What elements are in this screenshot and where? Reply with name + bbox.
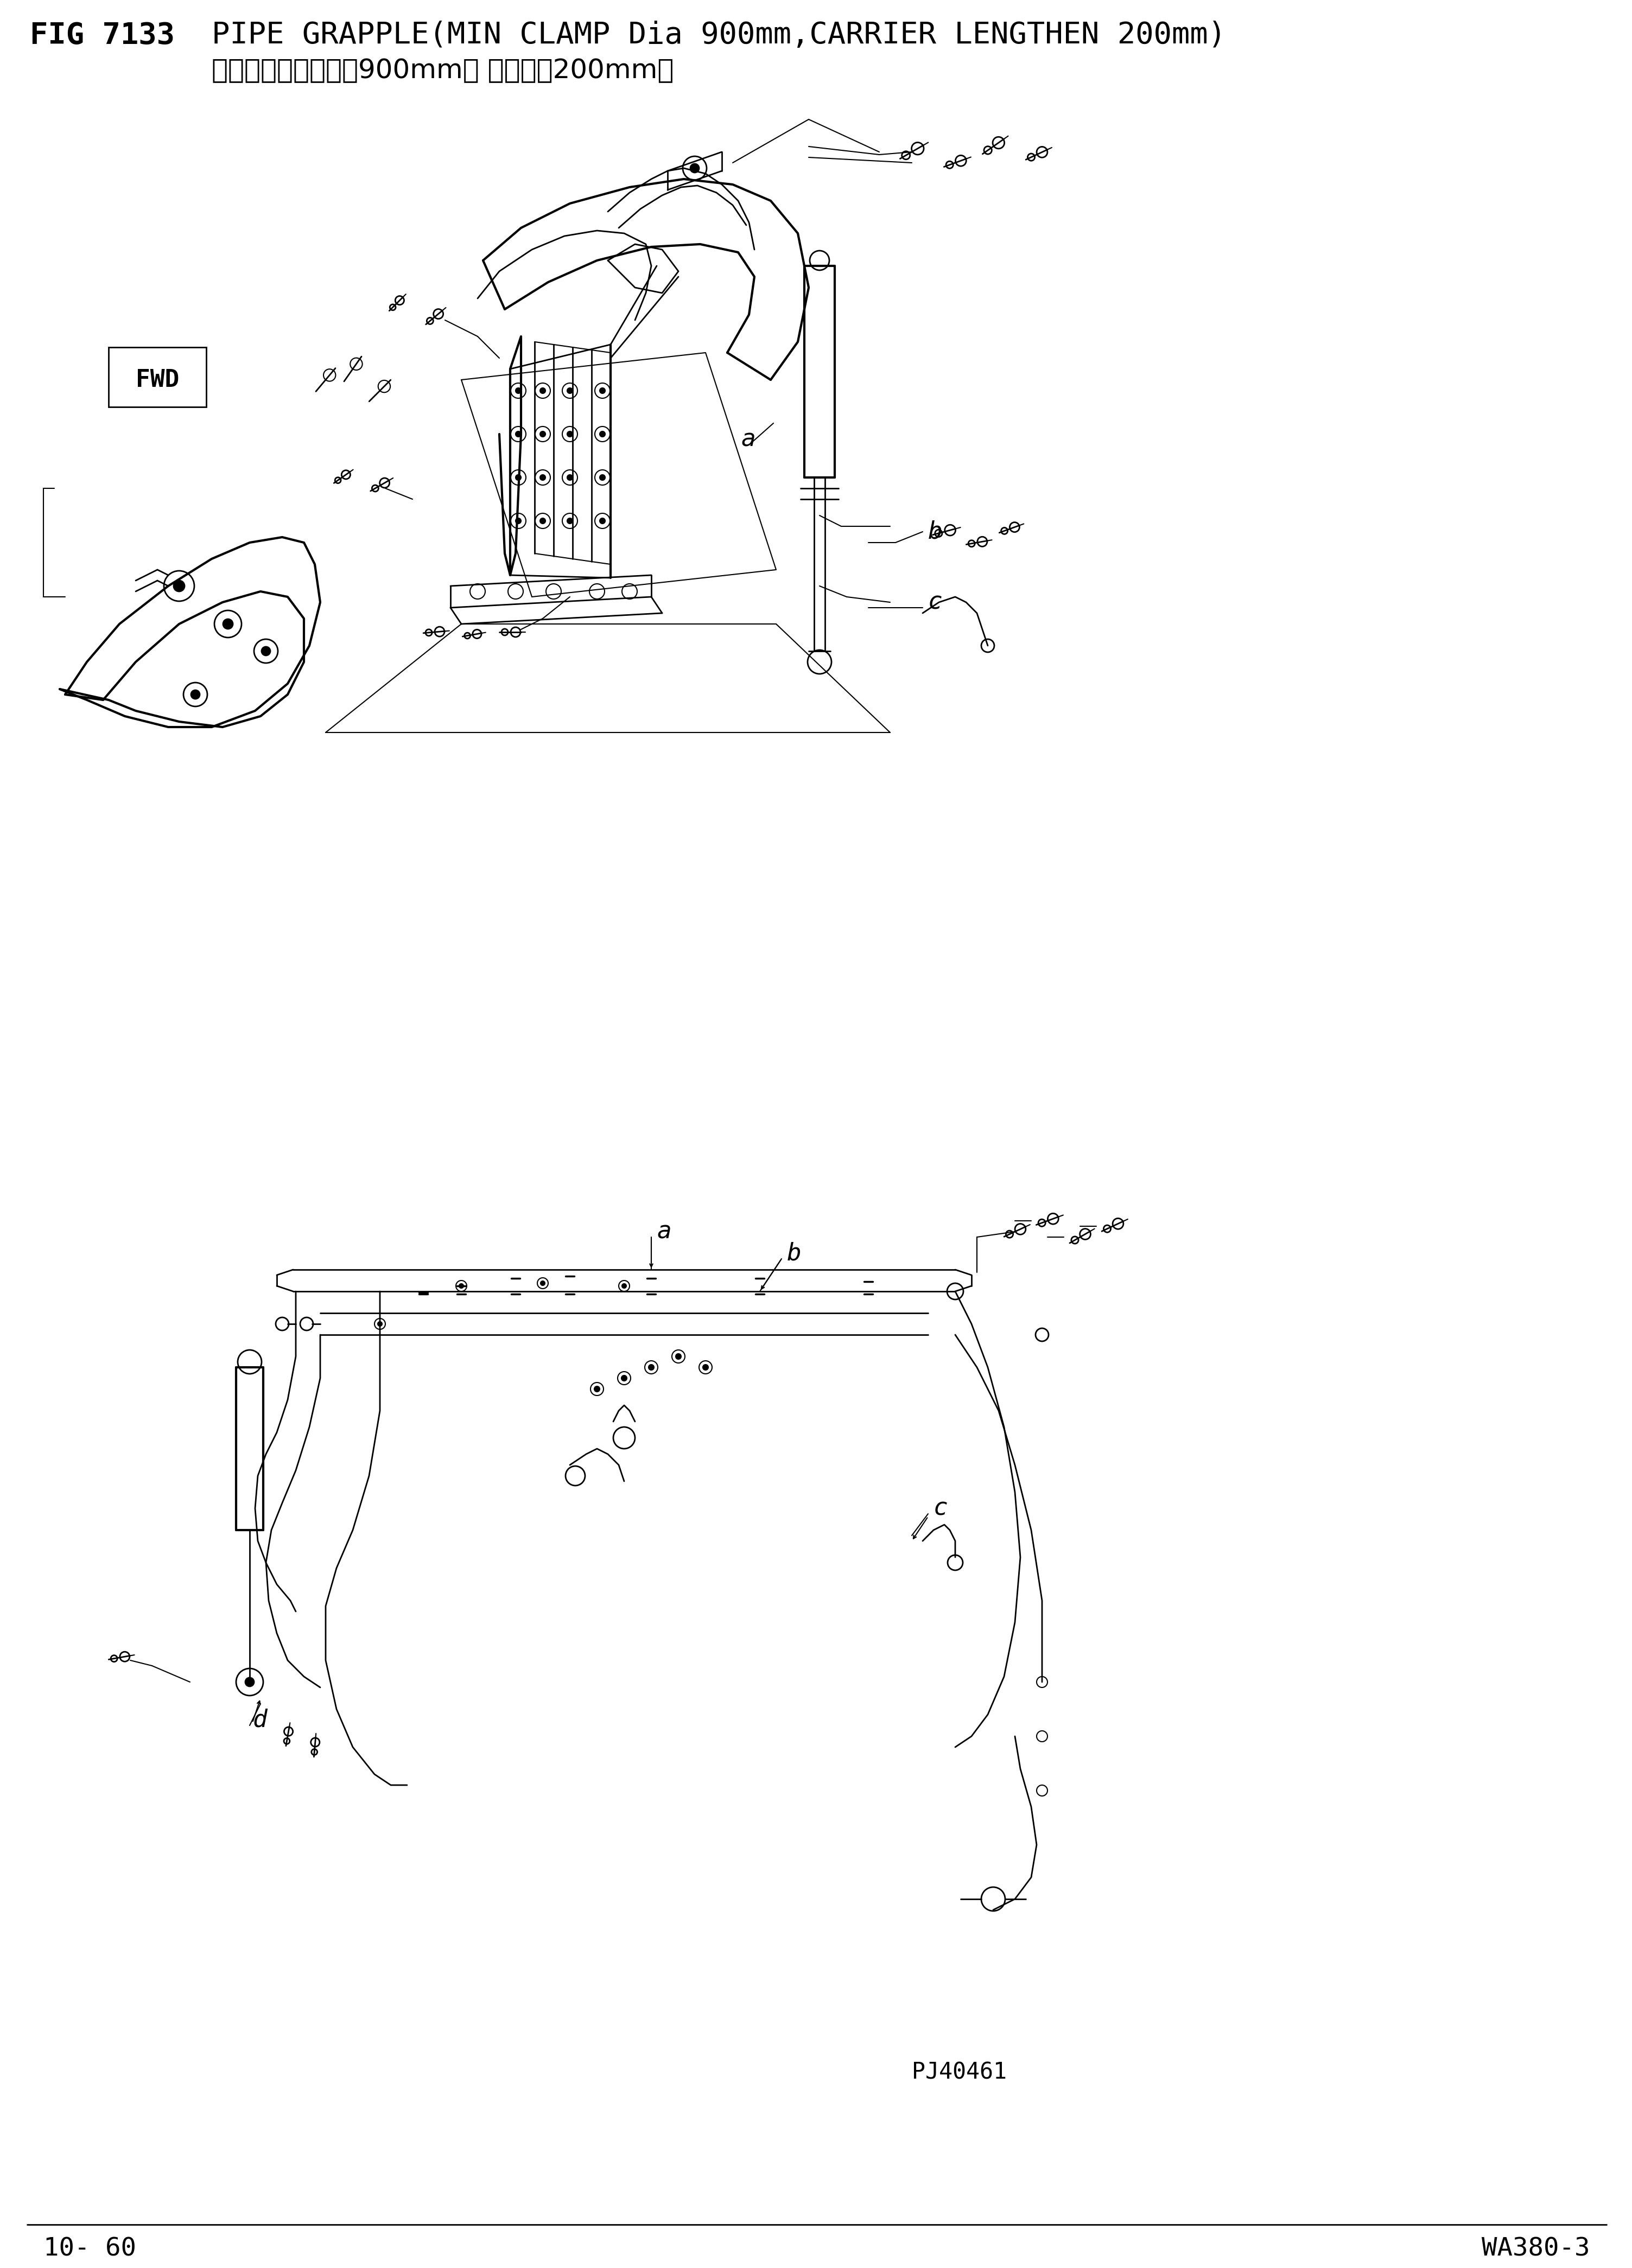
Circle shape bbox=[516, 474, 521, 481]
Text: d: d bbox=[253, 1708, 268, 1733]
Circle shape bbox=[224, 619, 233, 628]
Text: PIPE GRAPPLE(MIN CLAMP Dia 900mm,CARRIER LENGTHEN 200mm): PIPE GRAPPLE(MIN CLAMP Dia 900mm,CARRIER… bbox=[212, 20, 1226, 50]
Text: 鈢管抓具（包容直径900mm， 下爪加长200mm）: 鈢管抓具（包容直径900mm， 下爪加长200mm） bbox=[212, 57, 674, 84]
Circle shape bbox=[599, 388, 605, 392]
Circle shape bbox=[935, 531, 942, 538]
Circle shape bbox=[599, 431, 605, 438]
Circle shape bbox=[568, 517, 573, 524]
Circle shape bbox=[568, 431, 573, 438]
Circle shape bbox=[622, 1284, 627, 1288]
Circle shape bbox=[516, 388, 521, 392]
Circle shape bbox=[594, 1386, 599, 1393]
Circle shape bbox=[501, 628, 508, 635]
Text: FWD: FWD bbox=[135, 367, 180, 392]
Circle shape bbox=[648, 1365, 654, 1370]
Circle shape bbox=[599, 517, 605, 524]
Circle shape bbox=[540, 431, 545, 438]
Text: 10- 60: 10- 60 bbox=[44, 2236, 135, 2261]
Circle shape bbox=[245, 1678, 255, 1687]
Text: a: a bbox=[656, 1220, 671, 1243]
Circle shape bbox=[599, 474, 605, 481]
Circle shape bbox=[947, 161, 953, 168]
Circle shape bbox=[191, 689, 199, 699]
Circle shape bbox=[1038, 1220, 1046, 1227]
Circle shape bbox=[516, 517, 521, 524]
Circle shape bbox=[703, 1365, 708, 1370]
Circle shape bbox=[465, 633, 470, 640]
Circle shape bbox=[540, 474, 545, 481]
Circle shape bbox=[540, 388, 545, 392]
Circle shape bbox=[1000, 528, 1007, 535]
Circle shape bbox=[284, 1737, 290, 1744]
Circle shape bbox=[676, 1354, 681, 1359]
Circle shape bbox=[390, 304, 395, 311]
Circle shape bbox=[312, 1749, 317, 1755]
Circle shape bbox=[372, 485, 379, 492]
Circle shape bbox=[968, 540, 974, 547]
Circle shape bbox=[622, 1374, 627, 1381]
Circle shape bbox=[173, 581, 184, 592]
Text: PJ40461: PJ40461 bbox=[912, 2062, 1007, 2084]
Circle shape bbox=[984, 147, 992, 154]
Circle shape bbox=[261, 646, 271, 655]
Circle shape bbox=[690, 163, 698, 172]
Circle shape bbox=[1071, 1236, 1079, 1243]
Text: a: a bbox=[741, 429, 756, 451]
Text: WA380-3: WA380-3 bbox=[1482, 2236, 1590, 2261]
Text: b: b bbox=[787, 1241, 801, 1266]
Circle shape bbox=[426, 628, 432, 635]
Text: c: c bbox=[929, 590, 943, 615]
Circle shape bbox=[1028, 154, 1035, 161]
Circle shape bbox=[568, 388, 573, 392]
Circle shape bbox=[516, 431, 521, 438]
Circle shape bbox=[1103, 1225, 1111, 1232]
Circle shape bbox=[335, 476, 341, 483]
Circle shape bbox=[111, 1656, 118, 1662]
Circle shape bbox=[459, 1284, 463, 1288]
Circle shape bbox=[1005, 1232, 1013, 1238]
Circle shape bbox=[568, 474, 573, 481]
Circle shape bbox=[540, 517, 545, 524]
Text: FIG 7133: FIG 7133 bbox=[29, 20, 175, 50]
Text: c: c bbox=[934, 1497, 948, 1520]
Circle shape bbox=[428, 318, 432, 324]
Circle shape bbox=[902, 152, 911, 159]
Circle shape bbox=[377, 1322, 382, 1327]
Text: b: b bbox=[929, 519, 943, 544]
Bar bbox=[109, 347, 206, 406]
Circle shape bbox=[540, 1281, 545, 1286]
